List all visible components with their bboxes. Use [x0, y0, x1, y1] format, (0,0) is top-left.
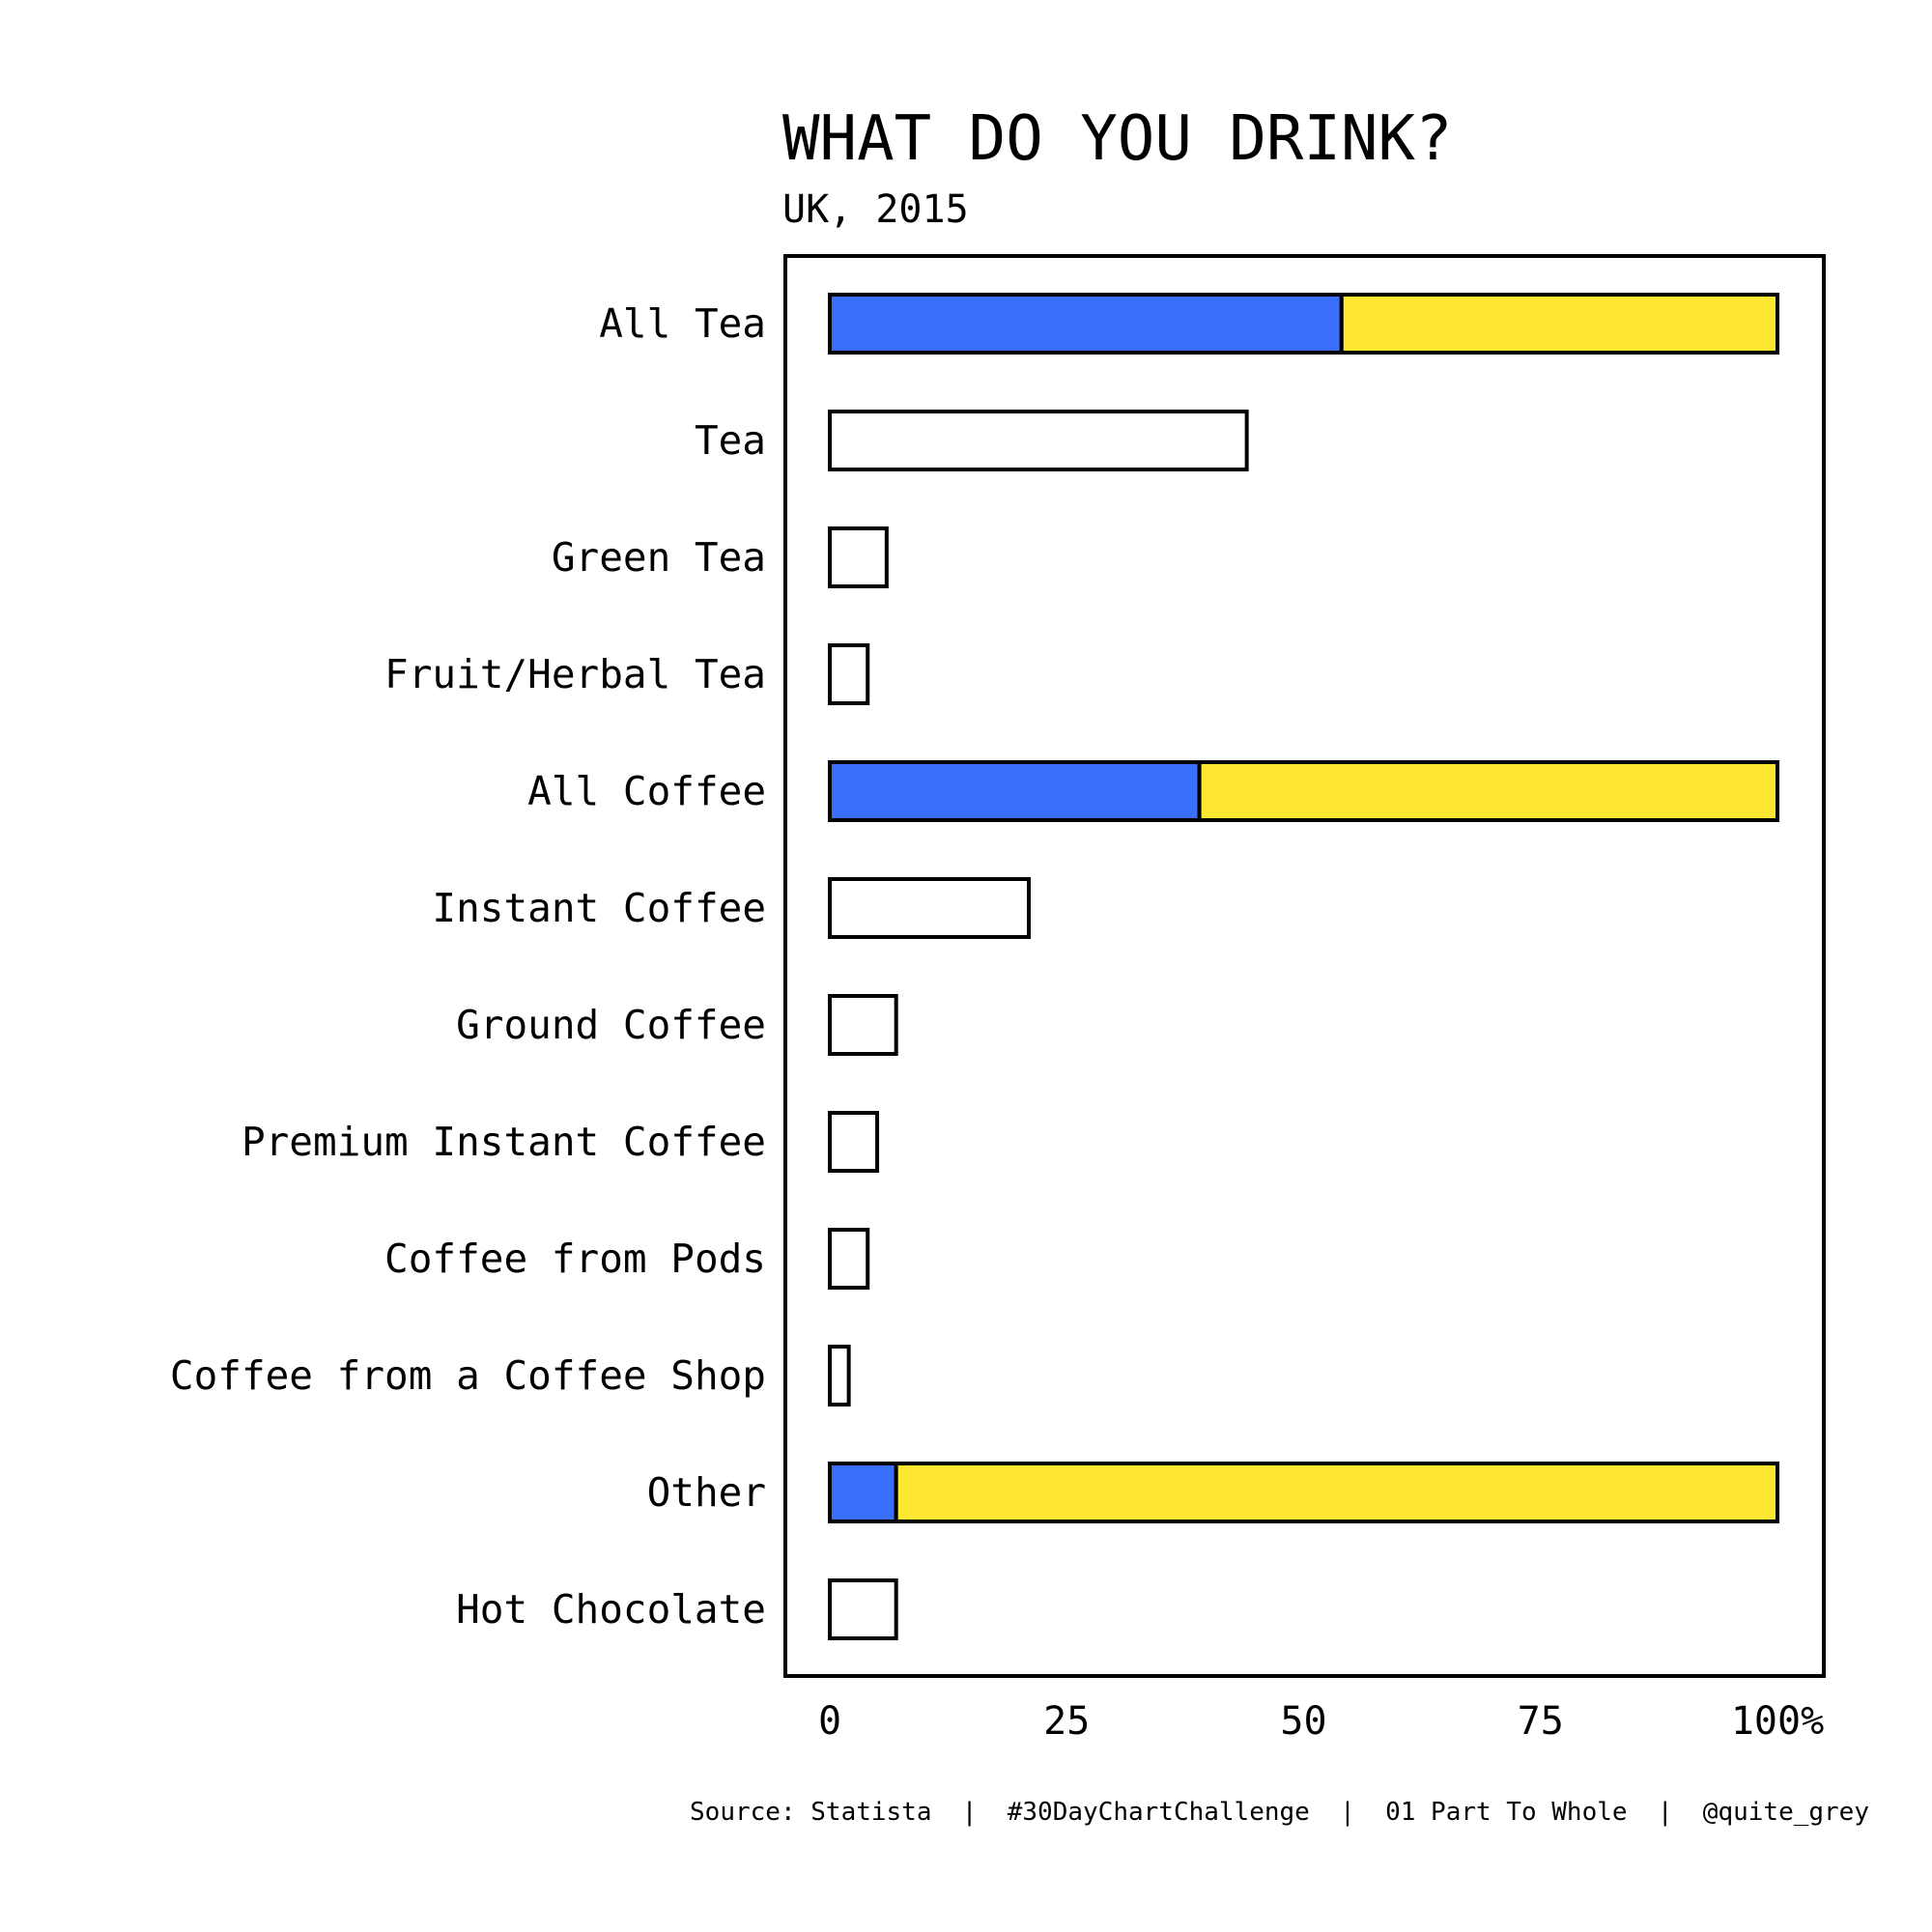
bar-all-tea-remainder	[1339, 293, 1779, 355]
x-tick-label: 50	[1280, 1699, 1326, 1744]
source-caption: Source: Statista | #30DayChartChallenge …	[690, 1798, 1869, 1827]
category-label-coffee-from-a-coffee-shop: Coffee from a Coffee Shop	[170, 1352, 766, 1399]
category-labels: All Tea Tea Green Tea Fruit/Herbal Tea All C…	[170, 300, 766, 1633]
category-label-green-tea: Green Tea	[552, 534, 766, 581]
bar-other-remainder	[894, 1462, 1779, 1523]
bar-fruit-herbal-tea	[828, 643, 870, 705]
category-label-coffee-from-pods: Coffee from Pods	[384, 1236, 766, 1282]
x-tick-label: 75	[1518, 1699, 1564, 1744]
category-label-premium-instant-coffee: Premium Instant Coffee	[242, 1119, 766, 1165]
category-label-hot-chocolate: Hot Chocolate	[456, 1586, 766, 1633]
bar-all-coffee-remainder	[1197, 760, 1779, 822]
bar-coffee-from-pods	[828, 1228, 870, 1290]
category-label-other: Other	[647, 1469, 766, 1516]
x-tick-label: 25	[1043, 1699, 1090, 1744]
plot-frame	[783, 254, 1826, 1678]
bar-ground-coffee	[828, 994, 898, 1056]
bar-all-tea-share	[828, 293, 1344, 355]
chart-title: WHAT DO YOU DRINK?	[782, 103, 1453, 175]
category-label-ground-coffee: Ground Coffee	[456, 1002, 766, 1048]
x-tick-label: 0	[818, 1699, 841, 1744]
category-label-fruit-herbal-tea: Fruit/Herbal Tea	[384, 651, 766, 697]
bar-other-share	[828, 1462, 898, 1523]
x-axis-ticks: 0 25 50 75 100%	[818, 1699, 1824, 1744]
category-label-all-coffee: All Coffee	[527, 768, 766, 814]
category-label-instant-coffee: Instant Coffee	[432, 885, 766, 931]
category-label-tea: Tea	[695, 417, 766, 464]
bar-tea	[828, 410, 1249, 471]
bar-coffee-from-a-coffee-shop	[828, 1345, 851, 1406]
bar-instant-coffee	[828, 877, 1032, 939]
x-tick-label: 100%	[1731, 1699, 1824, 1744]
bar-all-coffee-share	[828, 760, 1202, 822]
bar-premium-instant-coffee	[828, 1111, 880, 1173]
bar-hot-chocolate	[828, 1578, 898, 1640]
bars	[828, 293, 1779, 1640]
bar-green-tea	[828, 526, 889, 588]
chart-subtitle: UK, 2015	[782, 187, 969, 232]
category-label-all-tea: All Tea	[599, 300, 766, 347]
